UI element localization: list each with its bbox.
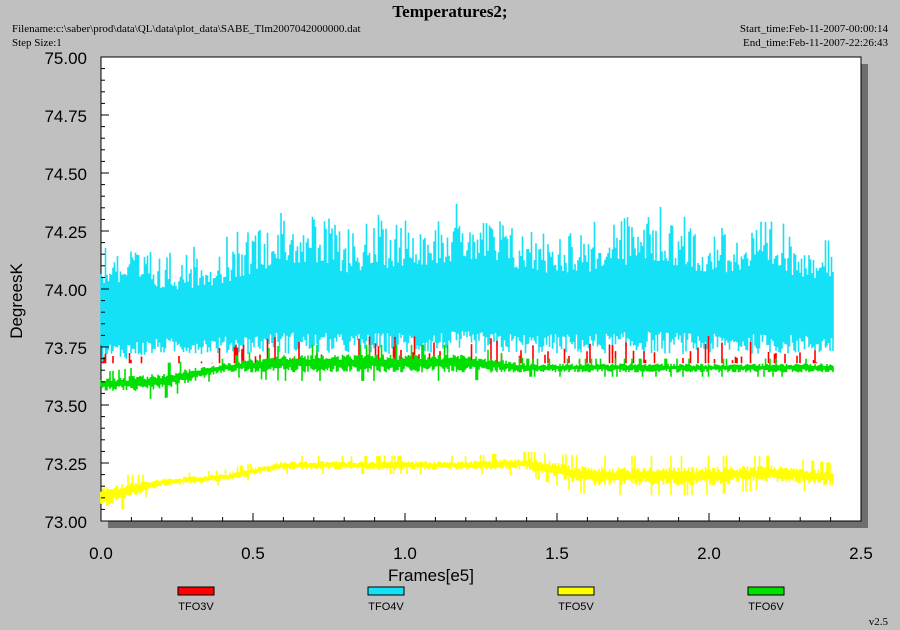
- start-time-label: Start_time:Feb-11-2007-00:00:14: [739, 23, 888, 35]
- series-tfo4v: [100, 203, 834, 363]
- y-tick-label: 73.75: [44, 339, 87, 358]
- y-tick-label: 74.50: [44, 165, 87, 184]
- y-tick-label: 74.75: [44, 107, 87, 126]
- x-tick-label: 2.5: [849, 544, 873, 563]
- legend-swatch-tfo3v: [177, 586, 215, 596]
- series-tfo6v: [100, 344, 834, 399]
- y-tick-label: 73.50: [44, 397, 87, 416]
- legend-label-tfo3v: TFO3V: [178, 601, 214, 613]
- y-tick-label: 75.00: [44, 49, 87, 68]
- step-size-label: Step Size:1: [12, 37, 62, 49]
- y-tick-label: 73.25: [44, 455, 87, 474]
- legend-swatch-tfo6v: [747, 586, 785, 596]
- x-tick-label: 1.5: [545, 544, 569, 563]
- legend-swatch-tfo5v: [557, 586, 595, 596]
- filename-label: Filename:c:\saber\prod\data\QL\data\plot…: [12, 23, 361, 35]
- x-tick-label: 1.0: [393, 544, 417, 563]
- version-label: v2.5: [868, 616, 888, 628]
- y-tick-label: 74.00: [44, 281, 87, 300]
- legend-label-tfo4v: TFO4V: [368, 601, 404, 613]
- legend-label-tfo6v: TFO6V: [748, 601, 784, 613]
- y-tick-label: 74.25: [44, 223, 87, 242]
- end-time-label: End_time:Feb-11-2007-22:26:43: [742, 37, 888, 49]
- legend-swatch-tfo4v: [367, 586, 405, 596]
- y-axis-label: DegreesK: [7, 263, 26, 339]
- x-tick-label: 0.5: [241, 544, 265, 563]
- chart-title: Temperatures2;: [392, 2, 508, 21]
- y-tick-label: 73.00: [44, 513, 87, 532]
- x-axis-label: Frames[e5]: [388, 566, 474, 585]
- x-tick-label: 2.0: [697, 544, 721, 563]
- x-tick-label: 0.0: [89, 544, 113, 563]
- legend-label-tfo5v: TFO5V: [558, 601, 594, 613]
